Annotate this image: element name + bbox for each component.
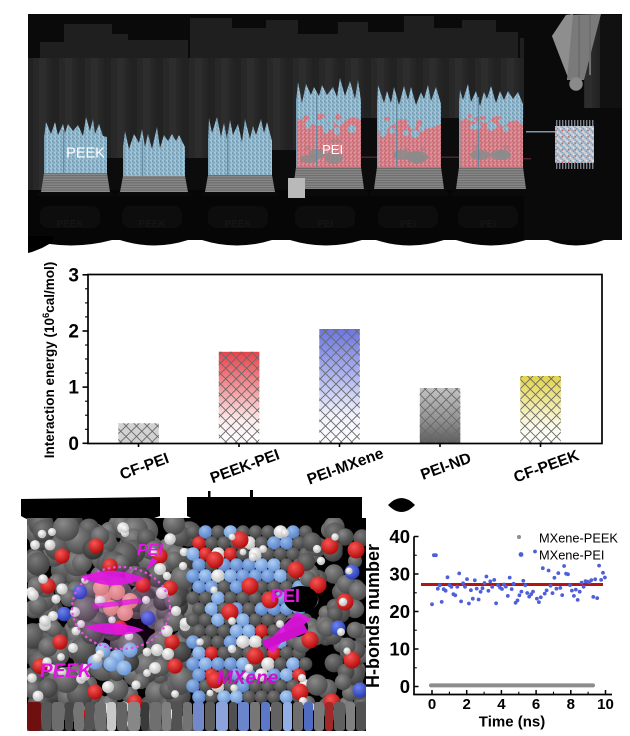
svg-text:CF-PEI: CF-PEI [118, 450, 172, 483]
svg-text:PEEK: PEEK [138, 219, 166, 230]
svg-text:MXene: MXene [217, 668, 279, 689]
svg-text:PEEK: PEEK [56, 219, 84, 230]
svg-text:MXene-PEEK: MXene-PEEK [539, 531, 618, 546]
svg-text:0: 0 [428, 696, 436, 713]
svg-text:0: 0 [400, 676, 410, 697]
svg-text:3: 3 [68, 265, 79, 286]
svg-text:H-bonds number: H-bonds number [363, 544, 383, 688]
svg-text:4: 4 [497, 696, 506, 713]
svg-text:Time (ns): Time (ns) [479, 714, 545, 731]
svg-text:8: 8 [567, 696, 575, 713]
svg-text:6: 6 [532, 696, 540, 713]
svg-text:MXene-PEI: MXene-PEI [539, 548, 604, 563]
svg-text:PEI: PEI [400, 219, 416, 230]
svg-text:PEEK: PEEK [224, 219, 252, 230]
svg-text:PEEK-PEI: PEEK-PEI [208, 446, 282, 487]
svg-text:10: 10 [389, 639, 410, 660]
svg-text:PEI: PEI [317, 219, 333, 230]
svg-text:0: 0 [68, 434, 79, 455]
svg-text:PEI-MXene: PEI-MXene [305, 445, 386, 489]
svg-text:PEI: PEI [271, 586, 300, 606]
svg-text:PEEK: PEEK [66, 146, 105, 162]
svg-text:10: 10 [597, 696, 614, 713]
svg-text:20: 20 [389, 601, 410, 622]
svg-text:PEI: PEI [137, 542, 163, 559]
svg-text:PEI: PEI [322, 142, 343, 157]
svg-text:1: 1 [68, 378, 79, 399]
svg-text:2: 2 [68, 322, 79, 343]
svg-text:2: 2 [463, 696, 471, 713]
svg-text:40: 40 [389, 526, 410, 547]
svg-text:PEI: PEI [480, 219, 496, 230]
svg-text:PEEK: PEEK [40, 661, 93, 682]
svg-text:PEI-ND: PEI-ND [418, 450, 473, 484]
svg-text:30: 30 [389, 564, 410, 585]
svg-text:Interaction energy (106cal/mol: Interaction energy (106cal/mol) [41, 262, 57, 459]
svg-text:CF-PEEK: CF-PEEK [512, 447, 583, 487]
